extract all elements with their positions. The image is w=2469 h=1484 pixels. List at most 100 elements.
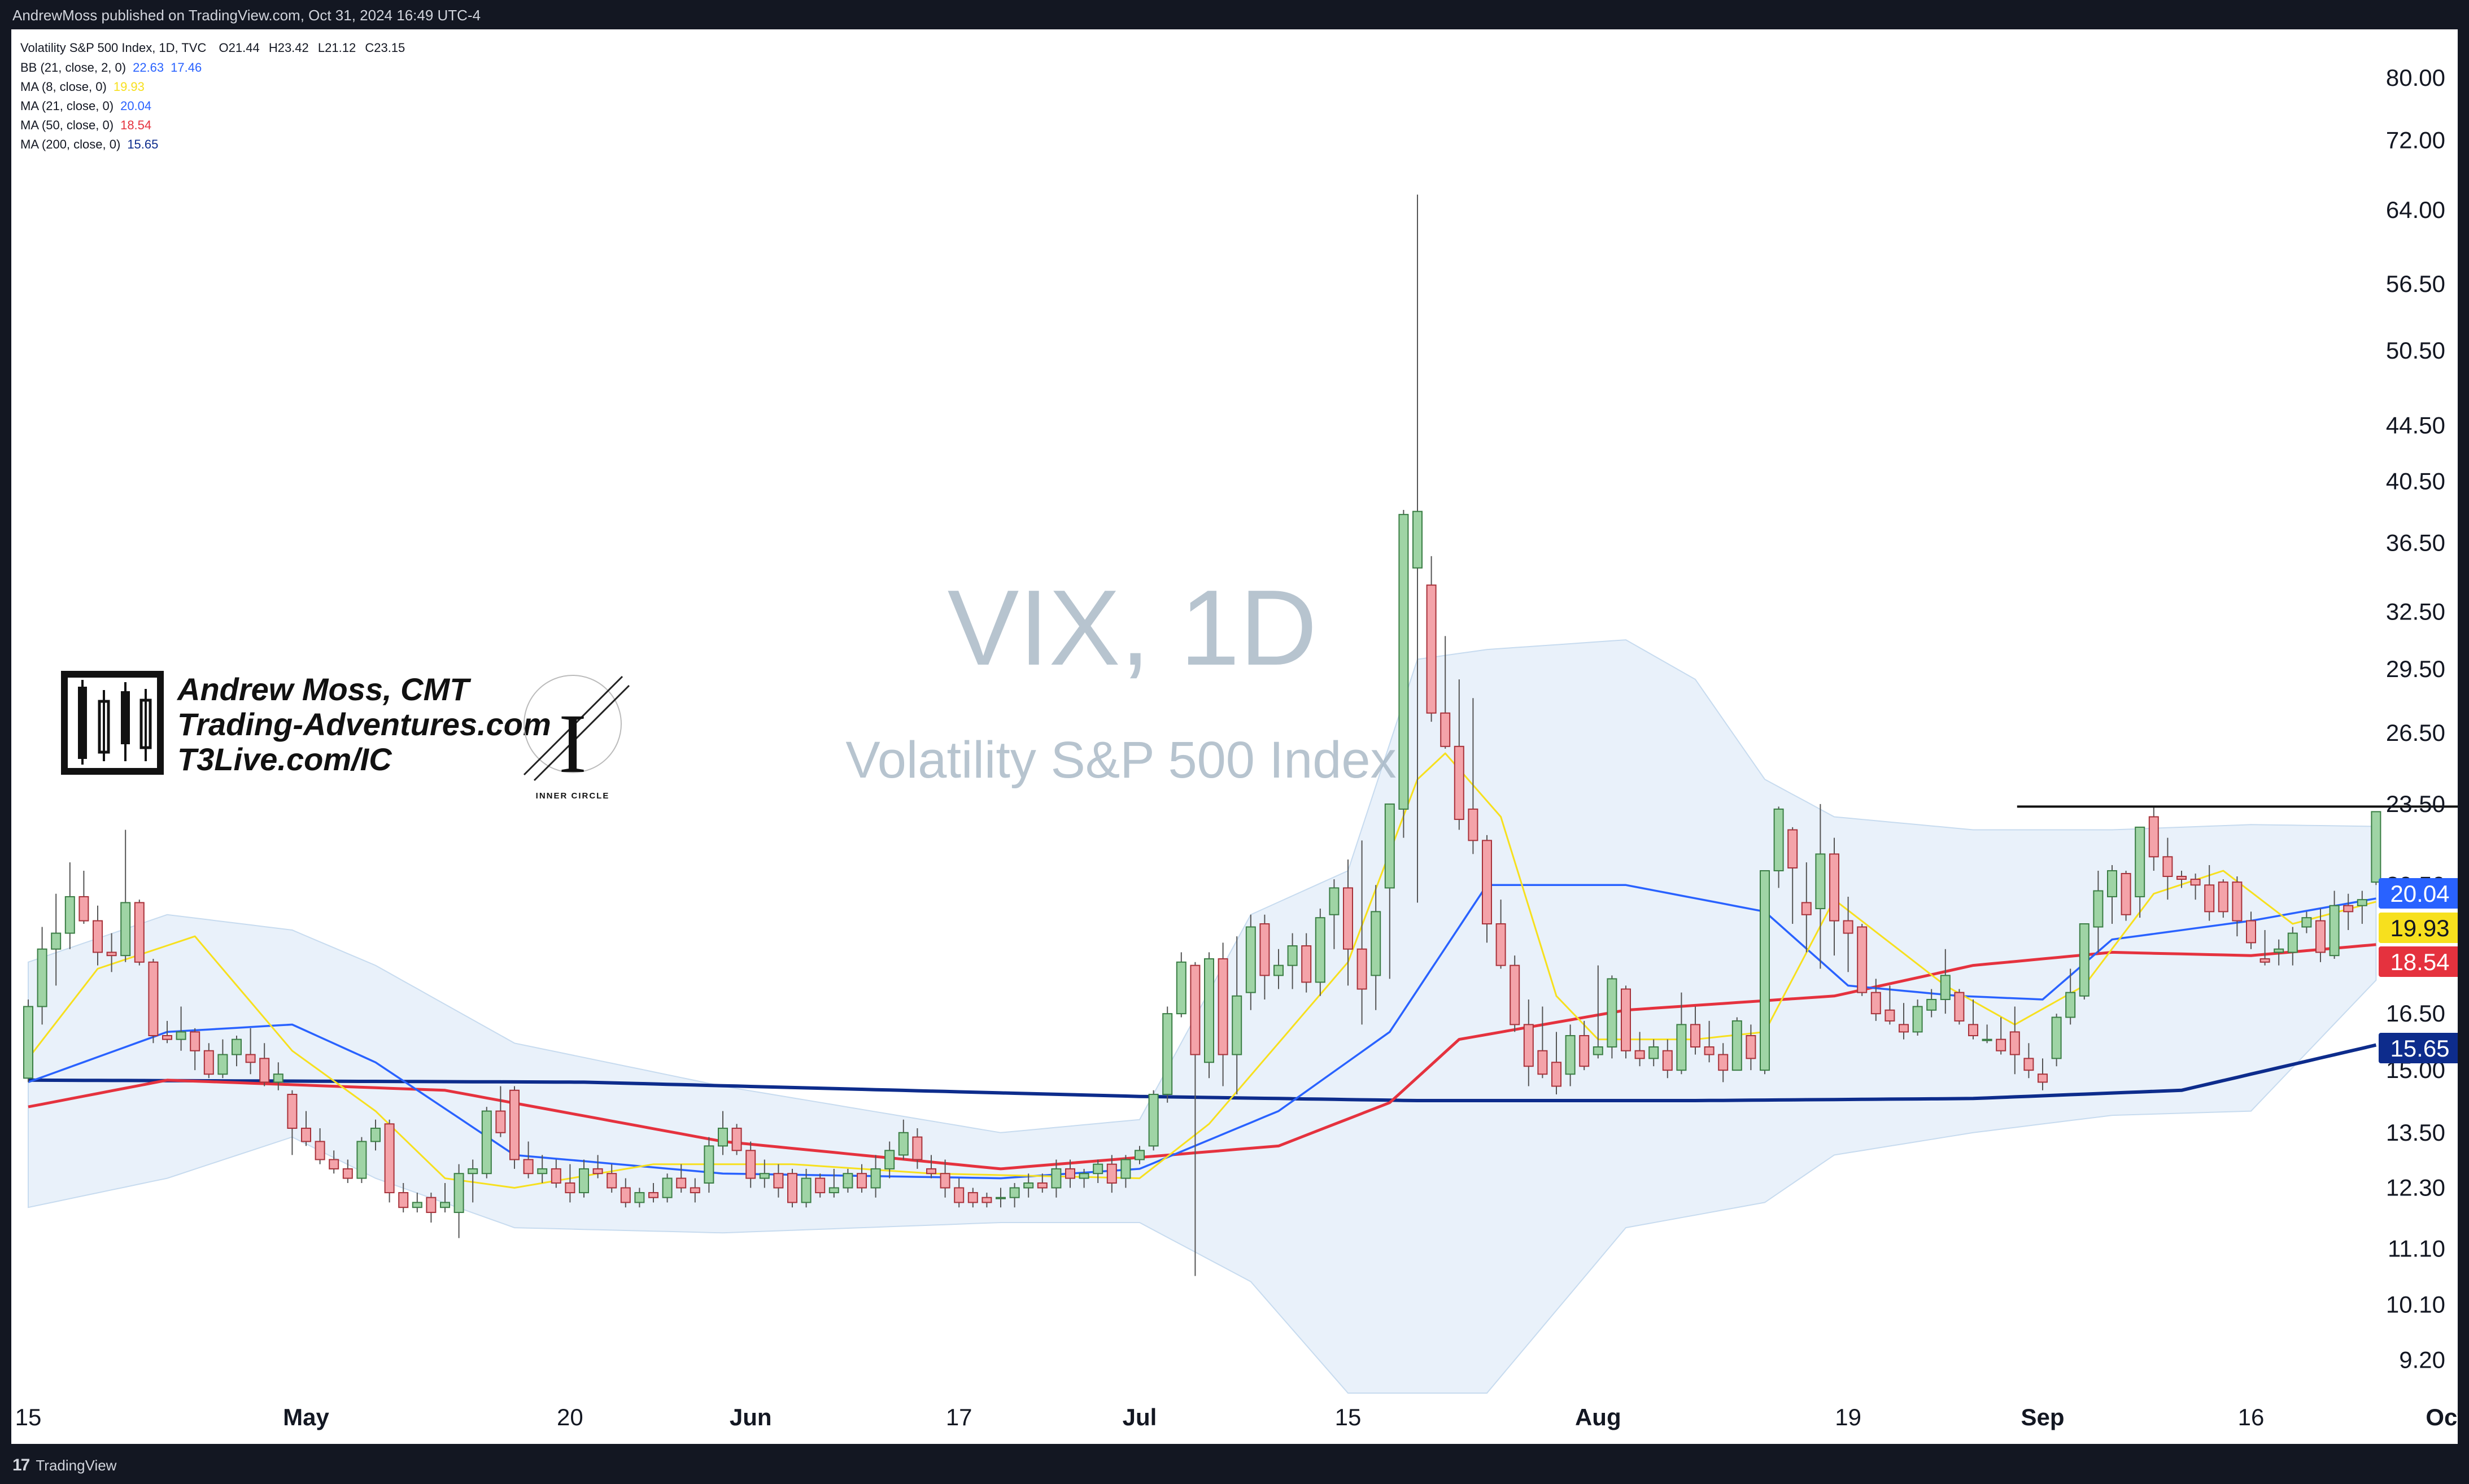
candle <box>1205 952 1214 1078</box>
candle-body <box>1274 966 1283 976</box>
candle-body <box>913 1137 922 1160</box>
candle-body <box>927 1169 936 1173</box>
candle <box>1621 985 1630 1058</box>
candle-body <box>246 1055 255 1063</box>
candle-body <box>1316 918 1325 982</box>
price-tick-label: 36.50 <box>2386 530 2445 556</box>
legend-indicator: MA (8, close, 0) 19.93 <box>20 80 145 94</box>
candle-body <box>1163 1014 1172 1094</box>
candle-body <box>260 1058 269 1082</box>
candle <box>788 1169 797 1207</box>
candle <box>287 1090 296 1155</box>
candle-body <box>51 933 60 949</box>
candle-body <box>1830 854 1839 920</box>
candle-body <box>2080 924 2089 996</box>
candle-body <box>1913 1006 1922 1032</box>
candle-body <box>594 1169 603 1173</box>
candle-body <box>2191 879 2200 885</box>
brand-site: Trading-Adventures.com <box>177 706 551 742</box>
price-tick-label: 26.50 <box>2386 719 2445 746</box>
candle-body <box>385 1124 394 1193</box>
price-axis[interactable]: 9.2010.1011.1012.3013.5015.0016.5020.502… <box>2386 64 2445 1373</box>
candle-body <box>1385 804 1394 888</box>
candle-body <box>941 1173 950 1188</box>
candle-body <box>1455 747 1464 819</box>
price-badge: 20.04 <box>2379 878 2458 909</box>
candle-body <box>2246 921 2256 943</box>
candle-body <box>1052 1169 1061 1188</box>
candle <box>24 999 33 1082</box>
candle-body <box>190 1032 199 1050</box>
price-tick-label: 72.00 <box>2386 127 2445 154</box>
price-badges: 20.0419.9318.5415.65 <box>2379 878 2458 1063</box>
candle-body <box>538 1169 547 1173</box>
price-tick-label: 64.00 <box>2386 197 2445 223</box>
candle-body <box>1969 1024 1978 1036</box>
candle-body <box>316 1141 325 1159</box>
candle-body <box>815 1179 825 1193</box>
candle-body <box>2163 857 2172 876</box>
price-tick-label: 16.50 <box>2386 1000 2445 1027</box>
candle-body <box>426 1198 435 1212</box>
candle-body <box>2302 918 2311 927</box>
candle-body <box>1302 946 1311 982</box>
price-badge-label: 19.93 <box>2390 915 2449 941</box>
candle-body <box>1260 924 1269 975</box>
candle-body <box>830 1188 839 1193</box>
candle-body <box>2371 811 2380 882</box>
candle-body <box>1566 1036 1575 1074</box>
time-tick-label: 15 <box>15 1404 42 1430</box>
inner-circle-letter: I <box>559 697 587 791</box>
candle-body <box>1594 1047 1603 1055</box>
chart-canvas[interactable]: VIX, 1D Volatility S&P 500 Index 9.20 10.… <box>11 29 2458 1444</box>
candle-body <box>2108 871 2117 897</box>
candle-body <box>802 1179 811 1203</box>
legend: Volatility S&P 500 Index, 1D, TVC O21.44… <box>20 41 405 151</box>
candle-body <box>510 1090 519 1160</box>
candle-body <box>371 1128 380 1141</box>
candle-body <box>1899 1024 1908 1032</box>
candle-body <box>1538 1051 1547 1074</box>
footer-brand[interactable]: 17 TradingView <box>12 1456 116 1475</box>
candle-body <box>357 1141 366 1178</box>
time-tick-label: 20 <box>557 1404 583 1430</box>
candle-body <box>329 1160 338 1169</box>
time-tick-label: 16 <box>2238 1404 2265 1430</box>
candle-body <box>843 1173 852 1188</box>
candle-body <box>2177 876 2186 879</box>
candle-body <box>1093 1164 1102 1174</box>
candle-body <box>2010 1032 2019 1054</box>
candle-body <box>177 1032 186 1039</box>
candle-body <box>1024 1183 1033 1188</box>
candle-body <box>1010 1188 1019 1197</box>
candle-body <box>302 1128 311 1141</box>
candle-body <box>38 949 47 1007</box>
candle-body <box>274 1074 283 1082</box>
brand-name: Andrew Moss, CMT <box>176 671 472 707</box>
candle-body <box>204 1051 213 1074</box>
candle-body <box>440 1202 450 1207</box>
candle-body <box>1607 979 1616 1047</box>
candle-body <box>1733 1021 1742 1070</box>
candle-body <box>1760 871 1769 1070</box>
candle <box>1760 871 1769 1074</box>
candle-body <box>1190 966 1199 1055</box>
candle-body <box>455 1173 464 1212</box>
candle <box>1857 924 1866 996</box>
candle-body <box>1927 999 1936 1010</box>
time-axis[interactable]: 15May20Jun17Jul15Aug19Sep16Oct14Nov18 <box>15 1404 2458 1430</box>
candle-body <box>1358 949 1367 989</box>
candle-body <box>149 962 158 1036</box>
candle-body <box>2066 993 2075 1018</box>
price-tick-label: 12.30 <box>2386 1174 2445 1201</box>
candle-body <box>1955 993 1964 1021</box>
candle-body <box>1872 993 1881 1014</box>
candle-body <box>1718 1055 1728 1071</box>
watermark: VIX, 1D Volatility S&P 500 Index <box>845 568 1396 789</box>
candle-body <box>982 1198 991 1203</box>
candle <box>1149 1090 1158 1151</box>
candle-body <box>1288 946 1297 966</box>
candle-body <box>2344 906 2353 912</box>
candle-body <box>79 897 88 921</box>
candle-body <box>565 1183 574 1193</box>
